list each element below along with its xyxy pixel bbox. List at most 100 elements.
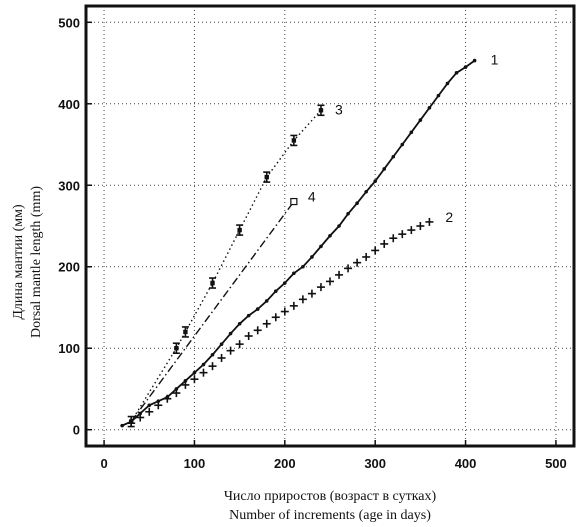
data-point — [319, 244, 323, 249]
series-3 — [127, 104, 325, 428]
data-point — [436, 93, 441, 98]
data-point — [353, 258, 362, 267]
data-point — [154, 401, 163, 410]
data-point — [310, 255, 314, 259]
data-point — [326, 277, 334, 286]
x-tick-label: 400 — [455, 456, 477, 471]
data-point — [416, 222, 425, 230]
data-point — [181, 326, 189, 338]
data-point — [237, 321, 242, 326]
y-tick-label: 200 — [58, 260, 80, 275]
data-point — [280, 307, 289, 316]
data-point — [163, 394, 172, 403]
grid-lines — [86, 6, 574, 446]
data-point — [156, 399, 161, 403]
data-point — [244, 332, 253, 340]
data-point — [445, 81, 450, 86]
data-point — [344, 264, 353, 273]
series-line-3 — [130, 109, 322, 422]
data-point — [209, 277, 217, 289]
axis-ticks: 0 100 200 300 400 500 0 100 200 300 400 500 — [58, 15, 566, 471]
data-point — [335, 270, 344, 279]
curve-label-2: 2 — [445, 209, 453, 225]
data-point — [316, 283, 325, 292]
data-point — [364, 189, 368, 194]
series-4 — [130, 197, 298, 422]
data-point — [346, 211, 350, 216]
data-point — [145, 407, 154, 416]
data-point — [172, 342, 180, 355]
y-axis-label-ru: Длина мантии (мм) — [11, 204, 26, 320]
data-point — [317, 104, 325, 117]
x-tick-label: 500 — [545, 456, 567, 471]
data-point — [235, 340, 244, 349]
curve-label-4: 4 — [308, 189, 316, 205]
y-axis-label-en: Dorsal mantle length (mm) — [29, 186, 44, 338]
data-point — [264, 299, 269, 303]
x-tick-label: 300 — [364, 456, 386, 471]
series-layer — [120, 58, 477, 428]
curve-label-1: 1 — [491, 52, 499, 68]
series-2 — [127, 217, 434, 428]
y-tick-label: 400 — [58, 97, 80, 112]
data-point — [181, 380, 190, 389]
curve-labels: 1 2 3 4 — [308, 52, 499, 225]
data-point — [290, 197, 298, 206]
x-axis-label-en: Number of increments (age in days) — [229, 508, 431, 523]
data-point — [246, 313, 251, 318]
data-point — [391, 154, 396, 159]
series-line-1 — [121, 59, 476, 427]
y-tick-label: 500 — [58, 15, 80, 30]
data-point — [292, 271, 296, 276]
data-point — [255, 307, 260, 311]
data-point — [389, 234, 398, 243]
data-point — [172, 389, 181, 398]
data-point — [283, 281, 287, 285]
data-point — [219, 342, 224, 346]
data-point — [382, 167, 387, 171]
data-point — [307, 289, 316, 298]
data-point — [263, 171, 271, 183]
curve-label-3: 3 — [335, 101, 343, 117]
data-point — [210, 352, 215, 357]
data-point — [289, 301, 298, 310]
data-point — [337, 224, 341, 228]
data-point — [183, 379, 188, 383]
data-point — [454, 71, 459, 75]
data-point — [253, 326, 262, 335]
data-point — [136, 413, 145, 422]
data-point — [208, 362, 217, 371]
data-point — [328, 233, 332, 238]
data-point — [373, 179, 377, 183]
data-point — [472, 58, 477, 63]
data-point — [298, 295, 307, 304]
x-axis-label-ru: Число приростов (возраст в сутках) — [224, 489, 437, 504]
data-point — [418, 118, 423, 122]
data-point — [400, 142, 405, 147]
plot-frame — [84, 4, 576, 448]
data-point — [380, 239, 389, 248]
data-point — [427, 106, 432, 110]
x-tick-label: 200 — [274, 456, 296, 471]
data-point — [362, 252, 371, 261]
data-point — [371, 246, 380, 255]
data-point — [120, 423, 124, 428]
data-point — [217, 354, 226, 362]
data-point — [407, 226, 416, 235]
data-point — [355, 201, 359, 205]
data-point — [409, 130, 414, 135]
data-point — [262, 319, 271, 328]
data-point — [290, 134, 298, 147]
data-point — [201, 362, 206, 367]
data-point — [236, 224, 244, 236]
data-point — [147, 403, 152, 408]
data-point — [192, 370, 197, 375]
data-point — [199, 368, 208, 377]
data-point — [138, 411, 143, 416]
y-tick-label: 0 — [73, 423, 80, 438]
y-tick-label: 300 — [58, 178, 80, 193]
data-point — [273, 289, 278, 293]
x-tick-label: 100 — [184, 456, 206, 471]
data-point — [228, 331, 233, 336]
